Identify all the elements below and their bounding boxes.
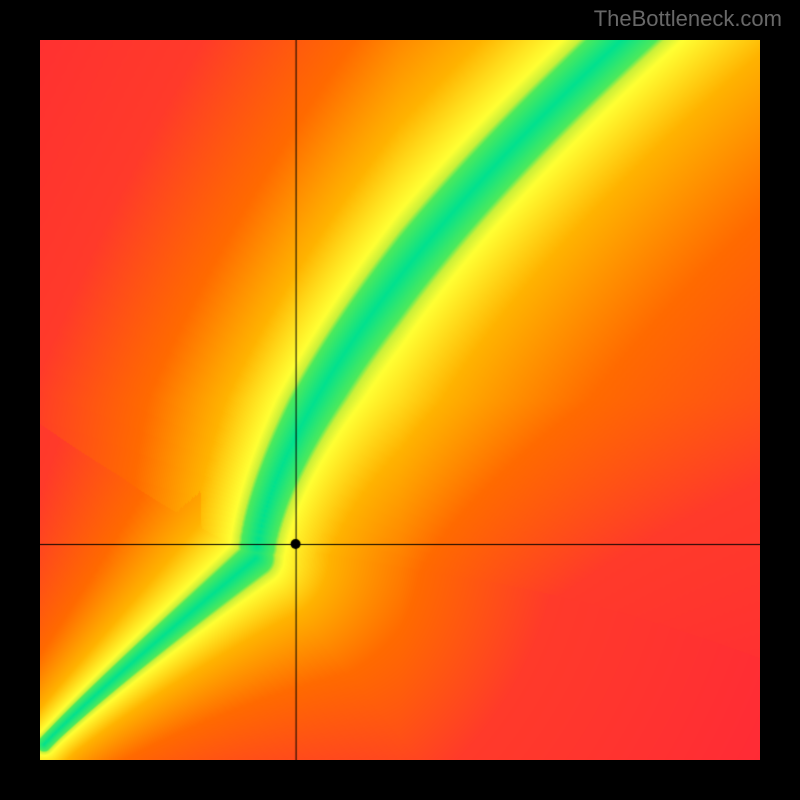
heatmap-canvas: [40, 40, 760, 760]
watermark-text: TheBottleneck.com: [594, 6, 782, 32]
chart-container: TheBottleneck.com: [0, 0, 800, 800]
